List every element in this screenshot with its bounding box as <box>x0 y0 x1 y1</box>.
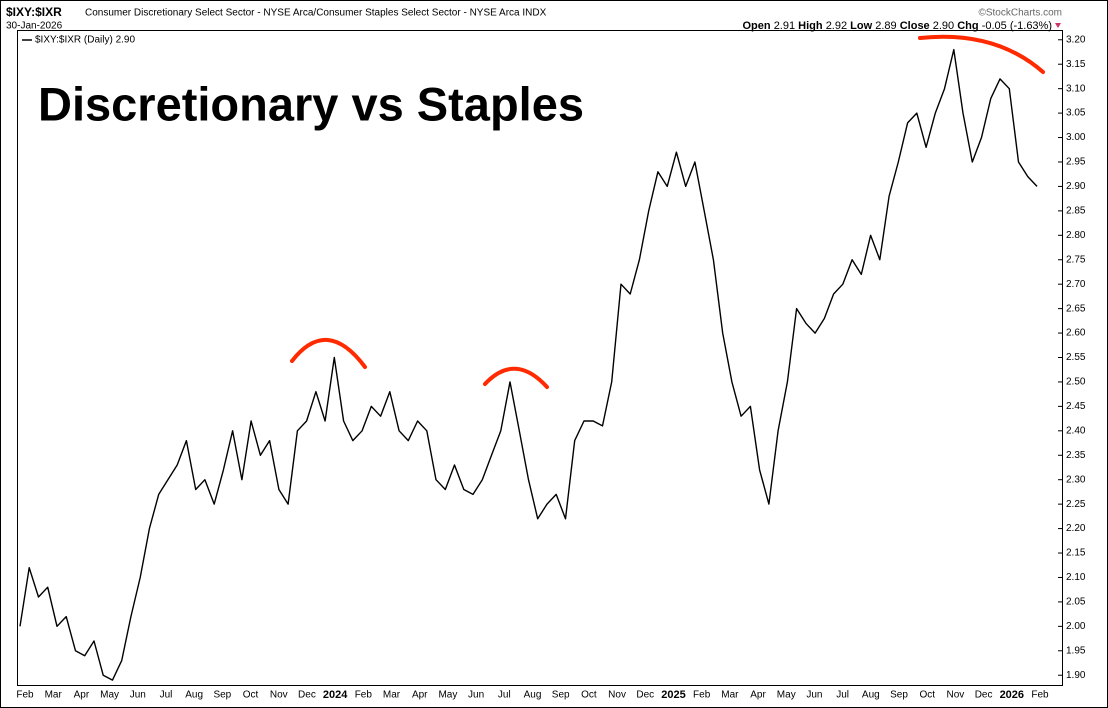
x-tick-label: May <box>100 690 119 701</box>
y-tick-label: 3.15 <box>1066 59 1086 70</box>
x-tick-label: Feb <box>693 690 711 701</box>
quote-value: 2.89 <box>875 20 896 32</box>
x-tick-label: Dec <box>975 690 993 701</box>
x-tick-label: Nov <box>608 690 626 701</box>
quote-value: 2.90 <box>933 20 954 32</box>
y-tick-label: 2.90 <box>1066 181 1086 192</box>
x-tick-label: Jun <box>468 690 484 701</box>
quote-value: 2.92 <box>826 20 847 32</box>
x-tick-label: Mar <box>45 690 63 701</box>
x-tick-label: Aug <box>862 690 880 701</box>
quote-label: High <box>798 20 823 32</box>
date: 30-Jan-2026 <box>6 21 63 32</box>
quote-label: Close <box>900 20 930 32</box>
y-tick-label: 2.10 <box>1066 572 1086 583</box>
y-tick-label: 2.95 <box>1066 157 1086 168</box>
quote-value: -0.05 (-1.63%) <box>982 20 1052 32</box>
annotation: Discretionary vs Staples <box>38 77 584 130</box>
x-tick-label: 2026 <box>1000 689 1024 701</box>
y-tick-label: 2.50 <box>1066 377 1086 388</box>
y-tick-label: 3.05 <box>1066 108 1086 119</box>
y-tick-label: 2.80 <box>1066 230 1086 241</box>
arcs <box>290 34 1045 389</box>
x-tick-label: Apr <box>74 690 90 701</box>
x-tick-label: Mar <box>383 690 401 701</box>
y-tick-label: 3.00 <box>1066 132 1086 143</box>
y-tick-label: 1.95 <box>1066 645 1086 656</box>
y-tick-label: 2.70 <box>1066 279 1086 290</box>
quote-text: Open 2.91 High 2.92 Low 2.89 Close 2.90 … <box>743 20 1053 32</box>
quote-label: Open <box>743 20 771 32</box>
x-tick-label: Jul <box>160 690 173 701</box>
quote-label: Low <box>850 20 872 32</box>
x-tick-label: May <box>777 690 796 701</box>
x-tick-label: May <box>438 690 457 701</box>
y-tick-label: 2.45 <box>1066 401 1086 412</box>
x-tick-label: Oct <box>581 690 597 701</box>
y-tick-label: 2.25 <box>1066 499 1086 510</box>
y-tick-label: 2.15 <box>1066 548 1086 559</box>
y-tick-label: 2.60 <box>1066 328 1086 339</box>
x-tick-label: Dec <box>636 690 654 701</box>
x-tick-label: Jul <box>498 690 511 701</box>
y-tick-label: 2.35 <box>1066 450 1086 461</box>
x-tick-label: Sep <box>552 690 570 701</box>
y-tick-label: 1.90 <box>1066 670 1086 681</box>
y-tick-label: 2.55 <box>1066 352 1086 363</box>
x-tick-label: Sep <box>890 690 908 701</box>
x-tick-label: Aug <box>185 690 203 701</box>
x-tick-label: Dec <box>298 690 316 701</box>
price-line <box>19 48 1038 681</box>
x-tick-label: Feb <box>16 690 34 701</box>
arc <box>483 366 549 389</box>
y-tick-label: 2.20 <box>1066 523 1086 534</box>
arc <box>290 337 367 369</box>
x-tick-label: 2024 <box>323 689 348 701</box>
subtitle: Consumer Discretionary Select Sector - N… <box>85 8 547 19</box>
symbol: $IXY:$IXR <box>6 5 62 19</box>
x-tick-label: Nov <box>270 690 288 701</box>
y-tick-label: 2.75 <box>1066 254 1086 265</box>
x-tick-label: Sep <box>213 690 231 701</box>
x-tick-label: 2025 <box>661 689 685 701</box>
x-tick-label: Mar <box>721 690 739 701</box>
y-tick-label: 3.10 <box>1066 83 1086 94</box>
y-tick-label: 2.30 <box>1066 474 1086 485</box>
y-tick-label: 2.05 <box>1066 597 1086 608</box>
x-tick-label: Apr <box>412 690 428 701</box>
x-tick-label: Oct <box>243 690 259 701</box>
down-arrow <box>1055 23 1061 28</box>
x-tick-label: Apr <box>750 690 766 701</box>
x-tick-label: Feb <box>1031 690 1049 701</box>
x-tick-label: Feb <box>355 690 373 701</box>
plot-frame <box>17 30 1063 686</box>
quote: Open 2.91 High 2.92 Low 2.89 Close 2.90 … <box>743 20 1053 32</box>
x-tick-label: Nov <box>947 690 965 701</box>
y-tick-label: 2.00 <box>1066 621 1086 632</box>
x-tick-label: Jul <box>836 690 849 701</box>
x-tick-label: Oct <box>919 690 935 701</box>
y-tick-label: 2.65 <box>1066 303 1086 314</box>
x-tick-label: Jun <box>130 690 146 701</box>
source: ©StockCharts.com <box>978 8 1062 19</box>
y-tick-label: 2.40 <box>1066 425 1086 436</box>
y-tick-label: 2.85 <box>1066 205 1086 216</box>
quote-value: 2.91 <box>774 20 795 32</box>
legend-label: $IXY:$IXR (Daily) 2.90 <box>35 35 135 46</box>
x-tick-label: Aug <box>524 690 542 701</box>
y-tick-label: 3.20 <box>1066 34 1086 45</box>
x-tick-label: Jun <box>806 690 822 701</box>
quote-label: Chg <box>957 20 978 32</box>
arc <box>918 34 1045 74</box>
